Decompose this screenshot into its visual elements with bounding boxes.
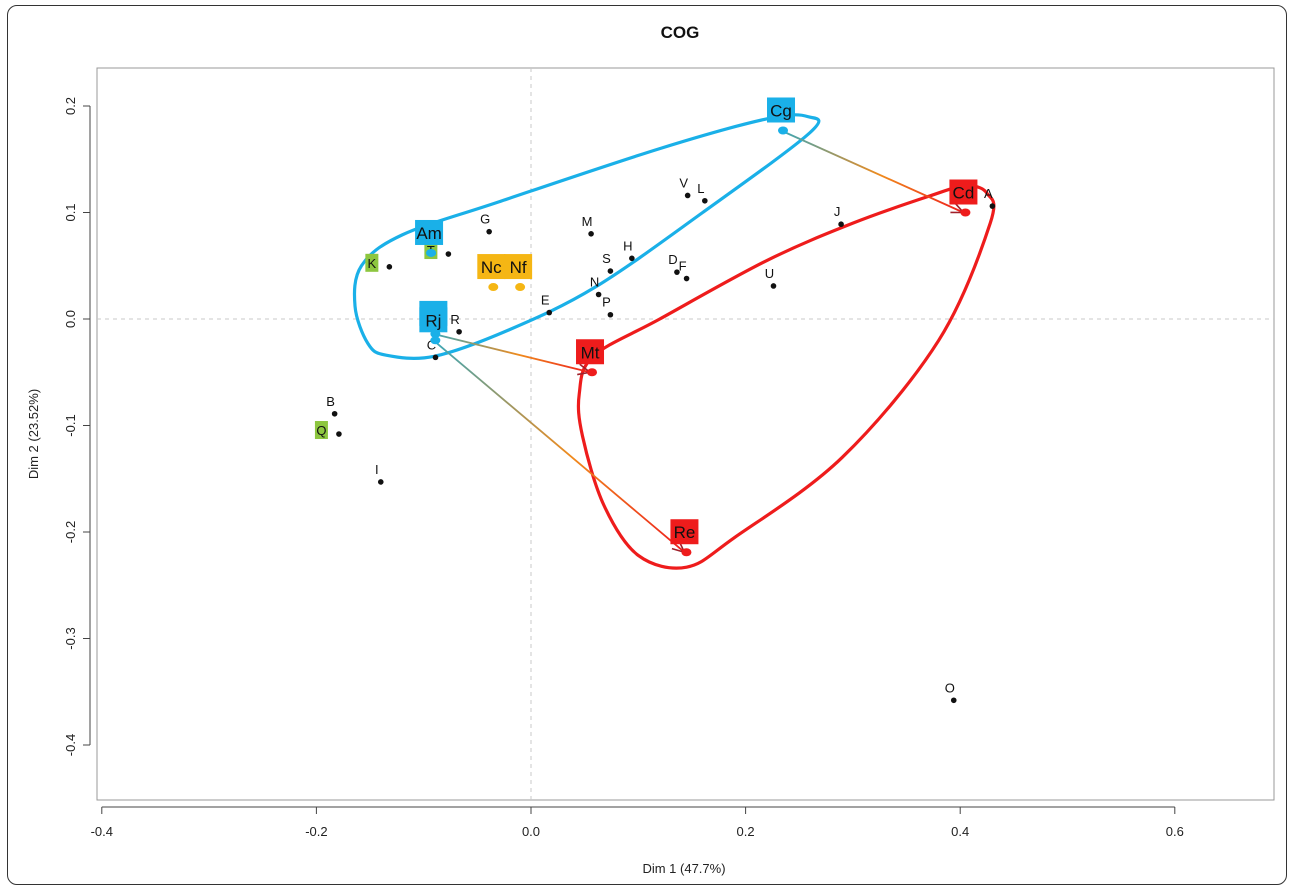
group-label-box-Re: [670, 519, 699, 545]
chart-title: COG: [661, 23, 700, 42]
group-point-Rj: [430, 336, 441, 345]
variable-label-J: J: [834, 204, 841, 219]
variable-point-E: [546, 309, 553, 316]
variable-label-I: I: [375, 462, 379, 477]
variable-label-U: U: [765, 266, 774, 281]
variable-point-C: [432, 354, 439, 361]
arrow-Cg-to-Cd: [780, 129, 964, 214]
y-tick-label: 0.2: [63, 97, 78, 115]
group-point-Am: [426, 248, 437, 257]
group-points: AmCgMsRjNcNfCdMtRe: [415, 97, 978, 557]
group-hulls: [352, 113, 996, 570]
variable-point-I: [377, 479, 384, 485]
y-tick-label: -0.3: [63, 627, 78, 649]
variable-label-M: M: [582, 214, 593, 229]
variable-label-A: A: [984, 186, 993, 201]
variable-label-N: N: [590, 275, 599, 290]
variable-point-P: [607, 311, 614, 318]
x-axis-label: Dim 1 (47.7%): [642, 861, 725, 876]
variable-label-K: K: [368, 256, 377, 271]
variable-label-L: L: [697, 181, 704, 196]
group-label-Cg: Cg: [770, 101, 792, 120]
group-label-Nf: Nf: [510, 258, 527, 277]
x-tick-label: 0.0: [522, 824, 540, 839]
arrow-Rj-to-Re: [432, 339, 686, 553]
group-label-box-Nc: [477, 254, 506, 280]
y-axis: -0.4 -0.3 -0.2 -0.1 0.0 0.1 0.2: [63, 97, 91, 756]
group-label-box-Mt: [576, 339, 605, 365]
group-label-Rj: Rj: [425, 311, 441, 330]
variable-label-R: R: [450, 312, 459, 327]
group-label-box-Rj: [419, 307, 448, 333]
x-tick-label: 0.6: [1166, 824, 1184, 839]
group-label-box-Cg: [767, 97, 796, 123]
variable-point-O: [950, 697, 957, 704]
group-point-Nf: [515, 283, 526, 292]
group-label-box-Cd: [949, 179, 978, 205]
variable-point-S: [607, 268, 614, 274]
group-point-Mt: [587, 368, 598, 377]
red-group-hull: [576, 184, 996, 570]
variable-label-F: F: [679, 259, 687, 274]
y-tick-label: -0.1: [63, 414, 78, 436]
variable-label-box-K: [365, 253, 379, 272]
group-label-Am: Am: [416, 224, 442, 243]
group-label-box-Am: [415, 219, 444, 245]
group-label-Cd: Cd: [953, 184, 975, 203]
variable-label-O: O: [945, 680, 955, 695]
variable-label-G: G: [480, 212, 490, 227]
variable-label-V: V: [679, 175, 688, 190]
plot-area: [96, 67, 1275, 801]
blue-group-hull: [352, 113, 821, 360]
group-label-Re: Re: [674, 523, 696, 542]
variable-label-S: S: [602, 251, 611, 266]
group-label-Nc: Nc: [481, 258, 502, 277]
x-tick-label: -0.4: [91, 824, 113, 839]
variable-point-U: [770, 283, 777, 289]
variable-point-A: [989, 203, 996, 209]
variable-point-B: [331, 410, 338, 417]
y-tick-label: -0.4: [63, 734, 78, 756]
variable-label-D: D: [668, 252, 677, 267]
variable-point-L: [702, 197, 708, 204]
x-tick-label: 0.4: [951, 824, 969, 839]
variable-label-C: C: [427, 337, 436, 352]
group-point-Nc: [488, 283, 499, 292]
y-tick-label: 0.0: [63, 310, 78, 328]
variable-point-J: [838, 221, 844, 228]
variable-label-Q: Q: [316, 423, 326, 438]
group-label-box-Nf: [504, 254, 533, 280]
arrow-Ms-to-Mt: [433, 333, 591, 374]
group-point-Cd: [960, 208, 971, 217]
y-tick-label: -0.2: [63, 521, 78, 543]
y-axis-label: Dim 2 (23.52%): [26, 389, 41, 479]
variable-point-Q: [336, 431, 342, 437]
group-point-Cg: [778, 126, 789, 135]
x-tick-label: 0.2: [737, 824, 755, 839]
variable-point-D: [674, 269, 680, 275]
x-axis: -0.4 -0.2 0.0 0.2 0.4 0.6: [91, 806, 1184, 839]
variable-label-box-Q: [314, 421, 328, 440]
variable-point-K: [386, 264, 393, 270]
variable-point-R: [456, 328, 462, 335]
x-tick-label: -0.2: [305, 824, 327, 839]
variable-point-G: [486, 228, 492, 235]
variable-label-H: H: [623, 238, 632, 253]
variable-point-H: [629, 255, 635, 262]
group-label-Mt: Mt: [581, 343, 600, 362]
variable-point-V: [684, 192, 691, 199]
variable-label-P: P: [602, 295, 611, 310]
variable-label-E: E: [541, 293, 550, 308]
variable-point-F: [683, 275, 690, 282]
y-tick-label: 0.1: [63, 203, 78, 221]
variable-points: ABCDEFGHIJKLMNOPQRSTUV: [314, 175, 996, 704]
variable-point-M: [588, 231, 594, 237]
variable-point-T: [445, 251, 452, 257]
group-point-Re: [681, 548, 692, 557]
variable-label-B: B: [326, 394, 335, 409]
variable-point-N: [595, 291, 602, 298]
